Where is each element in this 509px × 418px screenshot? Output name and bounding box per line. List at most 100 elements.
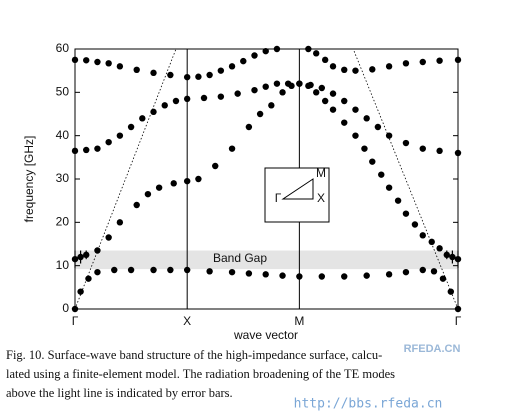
inset-gamma: Γ — [275, 191, 282, 205]
data-point — [402, 268, 410, 276]
inset-triangle — [281, 178, 314, 200]
data-point — [369, 66, 376, 73]
light-line — [352, 48, 459, 310]
data-point — [341, 66, 348, 74]
x-tick-label: Γ — [455, 314, 462, 328]
data-point — [127, 266, 135, 274]
light-line — [74, 48, 177, 310]
x-tick-label: X — [183, 314, 191, 328]
inset-box — [264, 167, 330, 223]
x-tick-label: Γ — [72, 314, 79, 328]
data-point — [251, 86, 258, 94]
x-tick-label: M — [294, 314, 304, 328]
data-point — [71, 147, 79, 155]
caption-line: Fig. 10. Surface-wave band structure of … — [6, 348, 382, 362]
data-point — [245, 270, 253, 277]
data-point — [352, 67, 359, 74]
data-point — [139, 115, 146, 122]
data-point — [454, 149, 462, 157]
data-point — [240, 57, 247, 65]
data-point — [217, 93, 225, 100]
inset-x: X — [317, 191, 325, 205]
data-point — [150, 266, 157, 274]
data-point — [71, 255, 79, 263]
data-point — [402, 139, 410, 147]
data-point — [385, 132, 393, 139]
data-point — [262, 83, 269, 90]
data-point — [183, 73, 191, 81]
data-point — [116, 132, 124, 139]
data-point — [428, 238, 435, 246]
y-tick-label: 60 — [56, 41, 70, 55]
y-tick-label: 0 — [62, 301, 69, 315]
data-point — [273, 80, 281, 87]
data-point — [245, 123, 253, 131]
data-point — [183, 177, 191, 185]
data-point — [352, 106, 359, 113]
data-point — [454, 305, 462, 313]
data-point — [105, 138, 112, 146]
data-point — [228, 63, 236, 70]
band-gap-label: Band Gap — [213, 251, 267, 265]
data-point — [94, 58, 101, 66]
data-point — [150, 108, 157, 116]
data-point — [167, 71, 174, 79]
data-point — [273, 45, 281, 53]
data-point — [312, 50, 320, 57]
data-point — [85, 275, 92, 282]
data-point — [183, 95, 191, 103]
data-point — [83, 251, 90, 259]
data-point — [385, 271, 393, 278]
data-point — [133, 66, 140, 74]
data-point — [116, 219, 124, 226]
data-point — [170, 180, 177, 187]
caption-line: above the light line is indicated by err… — [6, 386, 233, 400]
data-point — [318, 84, 326, 92]
data-point — [321, 97, 329, 105]
data-point — [312, 89, 320, 96]
data-point — [279, 272, 286, 279]
data-point — [200, 94, 208, 102]
data-point — [71, 305, 79, 313]
data-point — [217, 67, 225, 74]
data-point — [279, 89, 286, 96]
data-point — [419, 58, 426, 66]
caption-line: lated using a finite-element model. The … — [6, 367, 395, 381]
data-point — [77, 253, 84, 261]
data-point — [155, 184, 163, 191]
data-point — [127, 123, 135, 131]
data-point — [262, 47, 269, 55]
data-point — [307, 81, 314, 89]
data-point — [296, 273, 303, 280]
data-point — [419, 232, 426, 239]
y-tick-label: 40 — [56, 128, 70, 142]
data-point — [111, 266, 118, 274]
data-point — [329, 63, 337, 70]
data-point — [195, 73, 202, 80]
data-point — [116, 63, 124, 70]
data-point — [436, 147, 443, 155]
data-point — [262, 271, 269, 278]
data-point — [94, 268, 101, 276]
data-point — [150, 69, 157, 77]
data-point — [206, 268, 213, 275]
data-point — [318, 273, 326, 280]
data-point — [234, 90, 241, 97]
data-point — [385, 184, 393, 191]
data-point — [144, 190, 152, 198]
data-point — [195, 175, 202, 183]
y-tick-label: 10 — [56, 258, 70, 272]
data-point — [251, 52, 258, 59]
data-point — [385, 63, 393, 70]
data-point — [105, 234, 112, 241]
data-point — [268, 102, 275, 109]
data-point — [329, 90, 337, 97]
data-point — [341, 97, 348, 105]
data-point — [94, 247, 101, 254]
data-point — [361, 145, 368, 152]
y-axis-label: frequency [GHz] — [22, 136, 36, 223]
data-point — [419, 266, 426, 274]
data-point — [284, 80, 292, 87]
